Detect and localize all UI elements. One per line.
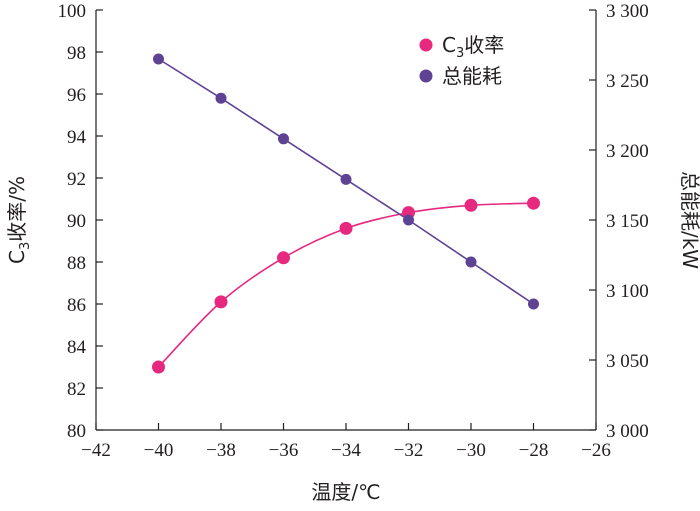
left-y-tick-label: 80 [67,421,86,442]
left-y-tick-label: 84 [67,337,87,358]
x-tick-label: −26 [581,440,611,461]
series-1-point [215,92,227,104]
legend: C3收率 总能耗 [419,33,504,88]
series-layer [152,53,540,374]
right-y-axis-title: 总能耗/kW [678,171,700,269]
left-y-tick-label: 96 [67,85,86,106]
left-y-tick-label: 82 [67,379,86,400]
x-tick-label: −38 [206,440,236,461]
right-y-tick-label: 3 000 [606,421,649,442]
right-y-tick-label: 3 300 [606,1,649,22]
series-1-point [465,256,477,268]
legend-label-c3-yield: C3收率 [442,33,504,61]
series-1-point [278,133,289,145]
right-y-tick-label: 3 100 [606,281,649,302]
x-axis-title: 温度/℃ [311,480,380,504]
left-y-tick-label: 86 [67,295,86,316]
right-y-tick-label: 3 050 [606,351,649,372]
left-y-tick-label: 92 [67,169,86,190]
left-y-tick-label: 100 [58,1,87,22]
series-1-point [340,173,352,185]
series-1-point [528,298,539,310]
series-0-point [152,360,165,374]
x-tick-label: −36 [269,440,299,461]
tick-labels-layer: −42 −40 −38 −36 −34 −32 −30 −28 −26 80 82 84 86 88 90 9… [58,1,649,461]
right-y-tick-label: 3 250 [606,71,649,92]
series-0-point [464,198,478,212]
left-y-axis-title: C3收率/% [5,176,33,264]
x-tick-label: −40 [144,440,174,461]
series-1-point [153,53,164,65]
series-0-point [527,196,540,210]
series-0-point [214,295,228,309]
x-tick-label: −32 [394,440,424,461]
left-y-tick-label: 90 [67,211,86,232]
x-tick-label: −30 [456,440,486,461]
legend-marker-total-energy [419,69,433,83]
left-y-tick-label: 88 [67,253,86,274]
series-0-point [277,251,290,265]
x-tick-label: −28 [519,440,549,461]
ticks-layer [95,9,597,431]
series-0-point [339,221,353,235]
left-y-tick-label: 98 [67,43,86,64]
legend-label-total-energy: 总能耗 [442,64,502,88]
x-tick-label: −34 [331,440,361,461]
series-1-point [403,214,414,226]
right-y-tick-label: 3 200 [606,141,649,162]
legend-marker-c3-yield [419,38,433,52]
x-tick-label: −42 [81,440,111,461]
left-y-tick-label: 94 [67,127,87,148]
right-y-tick-label: 3 150 [606,211,649,232]
